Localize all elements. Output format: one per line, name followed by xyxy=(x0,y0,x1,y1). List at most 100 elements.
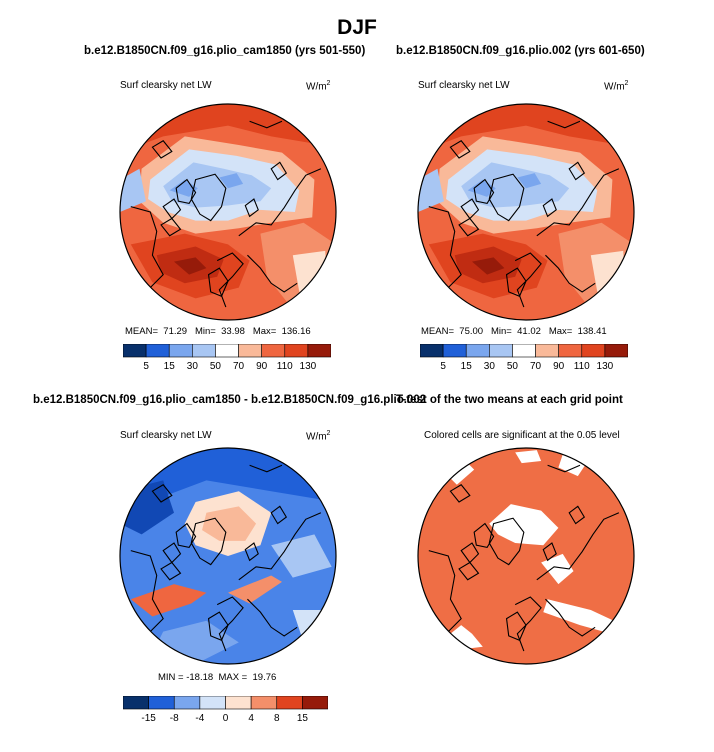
panel-2-colorbar-tick-label: 15 xyxy=(461,361,473,372)
panel-3-colorbar-tick-label: 15 xyxy=(297,713,309,724)
field-negative-top xyxy=(120,448,336,513)
panel-3-colorbar-box xyxy=(225,696,252,710)
panel-3-colorbar-tick-label: -4 xyxy=(195,713,204,724)
coastline xyxy=(190,517,227,566)
coastline xyxy=(568,505,586,525)
coastline xyxy=(175,178,197,204)
field-cold-patch xyxy=(219,173,244,189)
panel-2-colorbar-box xyxy=(558,344,583,358)
coastline xyxy=(460,198,480,220)
panel-3-colorbar-box xyxy=(173,696,201,710)
coastline xyxy=(449,484,471,503)
non-significant-cells xyxy=(450,625,483,649)
coastline xyxy=(249,464,283,473)
coastline xyxy=(216,252,244,308)
coastline xyxy=(473,522,495,548)
panel-2-colorbar-tick-label: 70 xyxy=(530,361,542,372)
panel-2-colorbar-tick-label: 110 xyxy=(574,361,590,372)
coastline xyxy=(247,598,298,637)
panel-1-title: b.e12.B1850CN.f09_g16.plio_cam1850 (yrs … xyxy=(84,45,366,57)
coastline xyxy=(536,512,620,581)
map-boundary xyxy=(417,103,635,321)
panel-1-min-value: 33.98 xyxy=(221,326,245,337)
panel-3-colorbar-box xyxy=(250,696,278,710)
panel-2-colorbar-box xyxy=(604,344,628,358)
panel-2-colorbar-tick-label: 30 xyxy=(484,361,496,372)
panel-1-subtitle: Surf clearsky net LW xyxy=(120,80,212,91)
panel-2-max-label: Max= xyxy=(548,326,573,337)
panel-2-colorbar-box xyxy=(581,344,606,358)
panel-1-colorbar-tick-label: 110 xyxy=(277,361,293,372)
panel-1-max-label: Max= xyxy=(252,326,277,337)
panel-4-map xyxy=(417,447,635,665)
panel-1-colorbar-tick-label: 90 xyxy=(256,361,268,372)
coastline xyxy=(151,484,173,503)
non-significant-cells xyxy=(601,638,622,656)
panel-3-colorbar-tick-label: 4 xyxy=(248,713,254,724)
coastline xyxy=(536,168,620,237)
coastline xyxy=(238,512,322,581)
panel-2-map xyxy=(417,103,635,321)
significant-cells xyxy=(418,448,634,664)
non-significant-cells xyxy=(418,612,438,632)
field-cool-canada xyxy=(120,168,146,212)
panel-3-colorbar-tick-label: 0 xyxy=(223,713,229,724)
panel-1-stats: MEAN= 71.29 Min= 33.98 Max= 136.16 xyxy=(125,326,311,337)
field-positive-center xyxy=(202,506,257,541)
panel-2-colorbar-box xyxy=(442,344,467,358)
coastline xyxy=(542,198,557,218)
panel-3-colorbar-box xyxy=(148,696,175,710)
panel-1-colorbar-box xyxy=(123,344,147,358)
panel-3-colorbar-tick-label: -15 xyxy=(141,713,156,724)
map-boundary xyxy=(119,447,337,665)
panel-1-colorbar-tick-label: 5 xyxy=(143,361,149,372)
coastline xyxy=(505,611,527,641)
panel-2-max-value: 138.41 xyxy=(577,326,607,337)
non-significant-cells xyxy=(515,450,542,464)
coastline xyxy=(547,464,581,473)
panel-2-colorbar-box xyxy=(535,344,559,358)
figure-title: DJF xyxy=(337,16,377,39)
coastline xyxy=(151,140,173,159)
panel-1-mean-label: MEAN= xyxy=(125,326,158,337)
panel-4-title: T-test of the two means at each grid poi… xyxy=(396,394,623,406)
coastline xyxy=(428,206,462,288)
coastline xyxy=(249,120,283,129)
panel-2-colorbar: 5 15 30 50 70 90 110 130 xyxy=(420,344,628,372)
panel-2-colorbar-box xyxy=(465,344,490,358)
coastline xyxy=(216,596,244,652)
field-hottest xyxy=(472,257,505,275)
panel-3-colorbar-tick-label: -8 xyxy=(170,713,179,724)
panel-3-colorbar-tick-label: 8 xyxy=(274,713,280,724)
panel-3-map xyxy=(119,447,337,665)
field-hottest xyxy=(174,257,207,275)
panel-2-colorbar-tick-label: 50 xyxy=(507,361,519,372)
coastline xyxy=(207,267,229,297)
coastline xyxy=(190,173,227,222)
panel-2-title: b.e12.B1850CN.f09_g16.plio.002 (yrs 601-… xyxy=(396,45,645,57)
coastline xyxy=(458,561,480,581)
coastline xyxy=(568,161,586,181)
coastline xyxy=(162,542,182,564)
non-significant-cells xyxy=(541,553,574,585)
coastline xyxy=(175,522,197,548)
panel-2-colorbar-box xyxy=(420,344,444,358)
panel-3-units: W/m2 xyxy=(306,430,331,443)
panel-1-mean-value: 71.29 xyxy=(163,326,188,337)
panel-2-stats: MEAN= 75.00 Min= 41.02 Max= 138.41 xyxy=(421,326,607,337)
panel-4-subtitle: Colored cells are significant at the 0.0… xyxy=(424,430,620,441)
field-positive-band xyxy=(130,584,207,617)
panel-1-colorbar-tick-label: 130 xyxy=(300,361,317,372)
panel-2-min-value: 41.02 xyxy=(517,326,541,337)
panel-3-subtitle: Surf clearsky net LW xyxy=(120,430,212,441)
panel-1-min-label: Min= xyxy=(194,326,216,337)
field-cold-patch xyxy=(517,173,542,189)
coastline xyxy=(460,542,480,564)
panel-3-colorbar-box xyxy=(199,696,226,710)
panel-1-colorbar-box xyxy=(307,344,331,358)
non-significant-cells xyxy=(489,504,559,546)
coastline xyxy=(160,561,182,581)
field-positive-band xyxy=(228,575,282,604)
panel-3-colorbar-box xyxy=(276,696,303,710)
panel-3-colorbar-box xyxy=(123,696,149,710)
